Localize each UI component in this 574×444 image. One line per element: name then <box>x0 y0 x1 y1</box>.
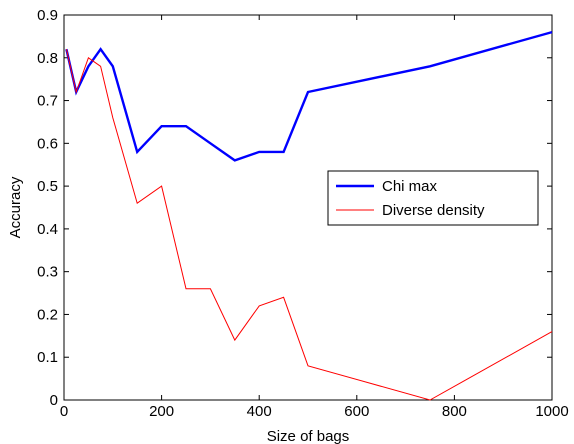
y-axis-label: Accuracy <box>7 176 24 238</box>
series-lines <box>65 30 553 401</box>
x-tick-label: 200 <box>149 403 174 420</box>
series-line-chi-max <box>65 30 553 162</box>
y-tick-label: 0.7 <box>37 93 58 110</box>
plot-frame <box>63 14 553 401</box>
x-tick-label: 1000 <box>535 403 568 420</box>
legend-box <box>327 170 539 226</box>
x-tick-label: 800 <box>442 403 467 420</box>
x-tick-label: 600 <box>344 403 369 420</box>
x-tick-label: 0 <box>60 403 68 420</box>
legend-label: Diverse density <box>382 202 485 219</box>
y-tick-label: 0.8 <box>37 50 58 67</box>
y-tick-label: 0.6 <box>37 135 58 152</box>
x-tick-label: 400 <box>247 403 272 420</box>
y-tick-label: 0.1 <box>37 349 58 366</box>
legend: Chi max Diverse density <box>327 170 539 226</box>
y-tick-label: 0.3 <box>37 264 58 281</box>
axes: 0 200 400 600 800 1000 0 0.1 0.2 0.3 0.4 0.5 0.6 0.7 0… <box>37 7 569 420</box>
series-line-diverse-density <box>65 49 553 401</box>
y-tick-label: 0.9 <box>37 7 58 24</box>
y-tick-label: 0.2 <box>37 306 58 323</box>
x-axis-label: Size of bags <box>267 428 350 444</box>
y-tick-label: 0.4 <box>37 221 58 238</box>
y-tick-label: 0 <box>50 392 58 409</box>
y-tick-label: 0.5 <box>37 178 58 195</box>
legend-label: Chi max <box>382 178 438 195</box>
